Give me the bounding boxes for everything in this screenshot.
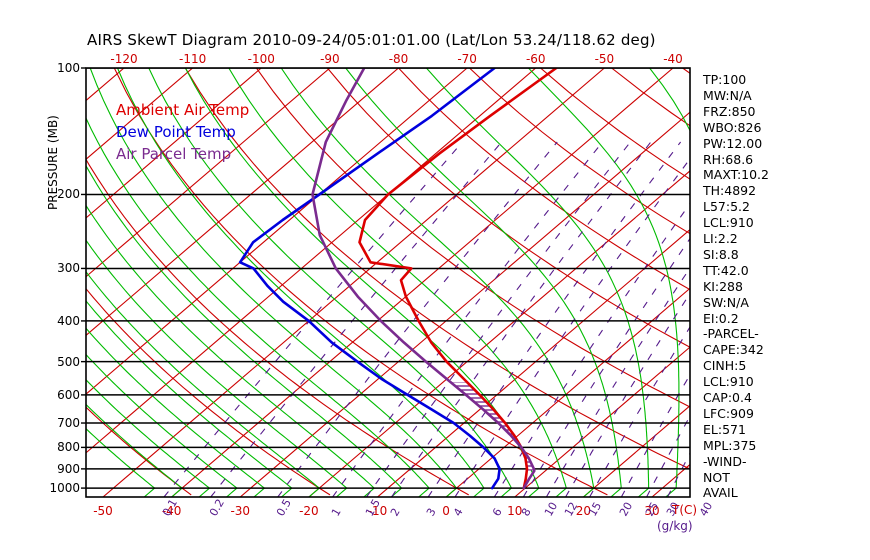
index-row: MW:N/A — [703, 87, 752, 103]
top-temp-tick: -90 — [320, 52, 340, 66]
bottom-temp-tick: 0 — [442, 504, 450, 518]
index-row: PW:12.00 — [703, 135, 763, 151]
index-row: RH:68.6 — [703, 151, 754, 167]
index-row: -PARCEL- — [703, 326, 759, 342]
index-row: MAXT:10.2 — [703, 167, 769, 183]
bottom-temp-tick: -30 — [230, 504, 251, 518]
series-dew-point-temp — [238, 68, 501, 490]
index-row: TP:100 — [703, 72, 747, 87]
pressure-tick: 900 — [57, 461, 80, 476]
page-title: AIRS SkewT Diagram 2010-09-24/05:01:01.0… — [87, 31, 656, 49]
moist-adiabat-lines — [86, 68, 690, 497]
index-row: NOT — [703, 469, 730, 485]
index-row: LI:2.2 — [703, 231, 738, 246]
temperature-axis-label: T(C) — [672, 503, 698, 517]
axis-tick-marks — [81, 67, 86, 489]
pressure-tick: 400 — [57, 313, 80, 328]
index-row: KI:288 — [703, 278, 743, 294]
index-row: LCL:910 — [703, 215, 754, 231]
index-row: SW:N/A — [703, 294, 749, 310]
bottom-temp-tick: 10 — [507, 504, 523, 518]
pressure-tick: 800 — [57, 440, 80, 455]
index-row: CAPE:342 — [703, 342, 764, 358]
legend-dew-point-temp: Dew Point Temp — [116, 123, 236, 141]
index-row: MPL:375 — [703, 437, 757, 453]
plot-frame — [85, 67, 691, 498]
pressure-tick: 100 — [57, 61, 80, 75]
pressure-tick: 500 — [57, 354, 80, 369]
legend-air-parcel-temp: Air Parcel Temp — [116, 145, 232, 163]
isotherm-lines — [86, 68, 690, 497]
bottom-temp-tick: -20 — [299, 504, 319, 518]
bottom-temp-tick: -50 — [93, 504, 113, 518]
top-temp-tick: -100 — [247, 52, 275, 66]
pressure-tick: 300 — [57, 261, 80, 276]
index-row: -WIND- — [703, 453, 747, 469]
index-row: CAP:0.4 — [703, 390, 752, 405]
series-air-parcel-temp — [311, 68, 536, 490]
index-row: LCL:910 — [703, 374, 754, 390]
sounding-curves — [238, 68, 558, 490]
index-row: L57:5.2 — [703, 199, 750, 215]
pressure-tick: 1000 — [49, 481, 80, 496]
index-row: AVAIL — [703, 485, 738, 501]
pressure-tick: 700 — [57, 416, 80, 431]
pressure-tick: 200 — [57, 187, 80, 202]
bottom-temp-tick: 20 — [575, 504, 592, 518]
index-row: SI:8.8 — [703, 246, 739, 262]
index-row: TT:42.0 — [703, 262, 749, 278]
top-temp-tick: -60 — [525, 52, 546, 66]
index-row: CINH:5 — [703, 358, 747, 374]
top-temp-tick: -120 — [110, 52, 138, 66]
index-row: EL:571 — [703, 421, 746, 437]
bottom-temp-tick: -10 — [367, 504, 388, 518]
bottom-temp-tick: 30 — [644, 504, 660, 518]
index-row: EI:0.2 — [703, 310, 739, 326]
legend-ambient-air-temp: Ambient Air Temp — [116, 101, 250, 119]
index-row: FRZ:850 — [703, 103, 756, 119]
index-row: TH:4892 — [703, 183, 757, 199]
top-temp-tick: -40 — [663, 52, 683, 66]
bottom-temp-tick: -40 — [161, 504, 182, 518]
top-temp-tick: -80 — [388, 52, 409, 66]
index-row: WBO:826 — [703, 119, 762, 135]
pressure-tick: 600 — [57, 387, 80, 402]
top-temp-tick: -70 — [457, 52, 477, 66]
top-temp-tick: -110 — [179, 52, 207, 66]
top-temp-tick: -50 — [594, 52, 615, 66]
mixing-ratio-axis-label: (g/kg) — [657, 519, 693, 533]
index-row: LFC:909 — [703, 405, 754, 421]
pressure-axis-label: PRESSURE (MB) — [46, 115, 60, 210]
